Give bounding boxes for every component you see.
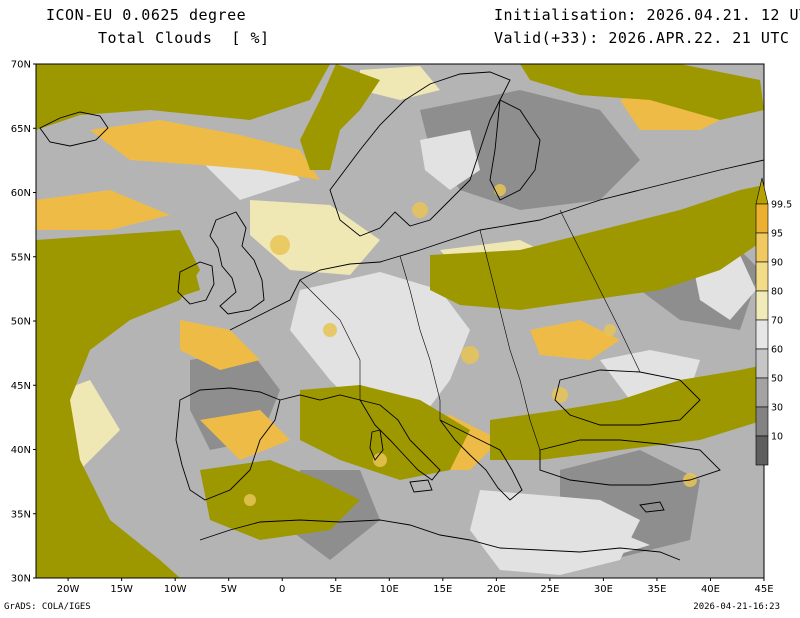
legend-swatch [756, 320, 768, 349]
legend-label: 50 [771, 374, 783, 385]
legend-label: 70 [771, 316, 783, 327]
lon-label: 40E [701, 584, 720, 595]
legend-swatch [756, 349, 768, 378]
legend-swatch [756, 291, 768, 320]
lat-label: 40N [11, 445, 31, 456]
legend-swatch [756, 233, 768, 262]
latitude-axis: 70N 65N 60N 55N 50N 45N 40N 35N 30N [11, 60, 36, 585]
footer-credit: GrADS: COLA/IGES [4, 602, 91, 612]
lat-label: 30N [11, 574, 31, 585]
longitude-axis: 20W 15W 10W 5W 0 5E 10E 15E 20E 25E 30E 35E 40E 45E [57, 578, 774, 595]
legend-label: 80 [771, 287, 783, 298]
legend-label: 95 [771, 229, 783, 240]
lat-label: 55N [11, 252, 31, 263]
lon-label: 20E [487, 584, 506, 595]
lon-label: 45E [754, 584, 773, 595]
legend-label: 60 [771, 345, 783, 356]
legend-label: 90 [771, 258, 783, 269]
lon-label: 5W [221, 584, 237, 595]
lon-label: 15E [433, 584, 452, 595]
legend-colorbar: 99.5 95 90 80 70 60 50 30 10 [756, 178, 792, 465]
legend-swatch [756, 262, 768, 291]
map-field [36, 64, 764, 578]
lon-label: 20W [57, 584, 80, 595]
legend-label: 30 [771, 403, 783, 414]
legend-swatch [756, 204, 768, 233]
legend-label: 99.5 [771, 200, 792, 211]
lon-label: 30E [594, 584, 613, 595]
lat-label: 50N [11, 317, 31, 328]
lon-label: 25E [540, 584, 559, 595]
lat-label: 45N [11, 381, 31, 392]
legend-swatch [756, 407, 768, 436]
lon-label: 15W [110, 584, 133, 595]
legend-label: 10 [771, 432, 783, 443]
footer-timestamp: 2026-04-21-16:23 [693, 602, 780, 612]
lat-label: 65N [11, 124, 31, 135]
lon-label: 10E [380, 584, 399, 595]
lon-label: 5E [329, 584, 342, 595]
lat-label: 60N [11, 188, 31, 199]
legend-swatch [756, 436, 768, 465]
lon-label: 35E [647, 584, 666, 595]
lat-label: 35N [11, 509, 31, 520]
lon-label: 10W [164, 584, 187, 595]
lon-label: 0 [279, 584, 285, 595]
lat-label: 70N [11, 60, 31, 71]
legend-swatch [756, 378, 768, 407]
